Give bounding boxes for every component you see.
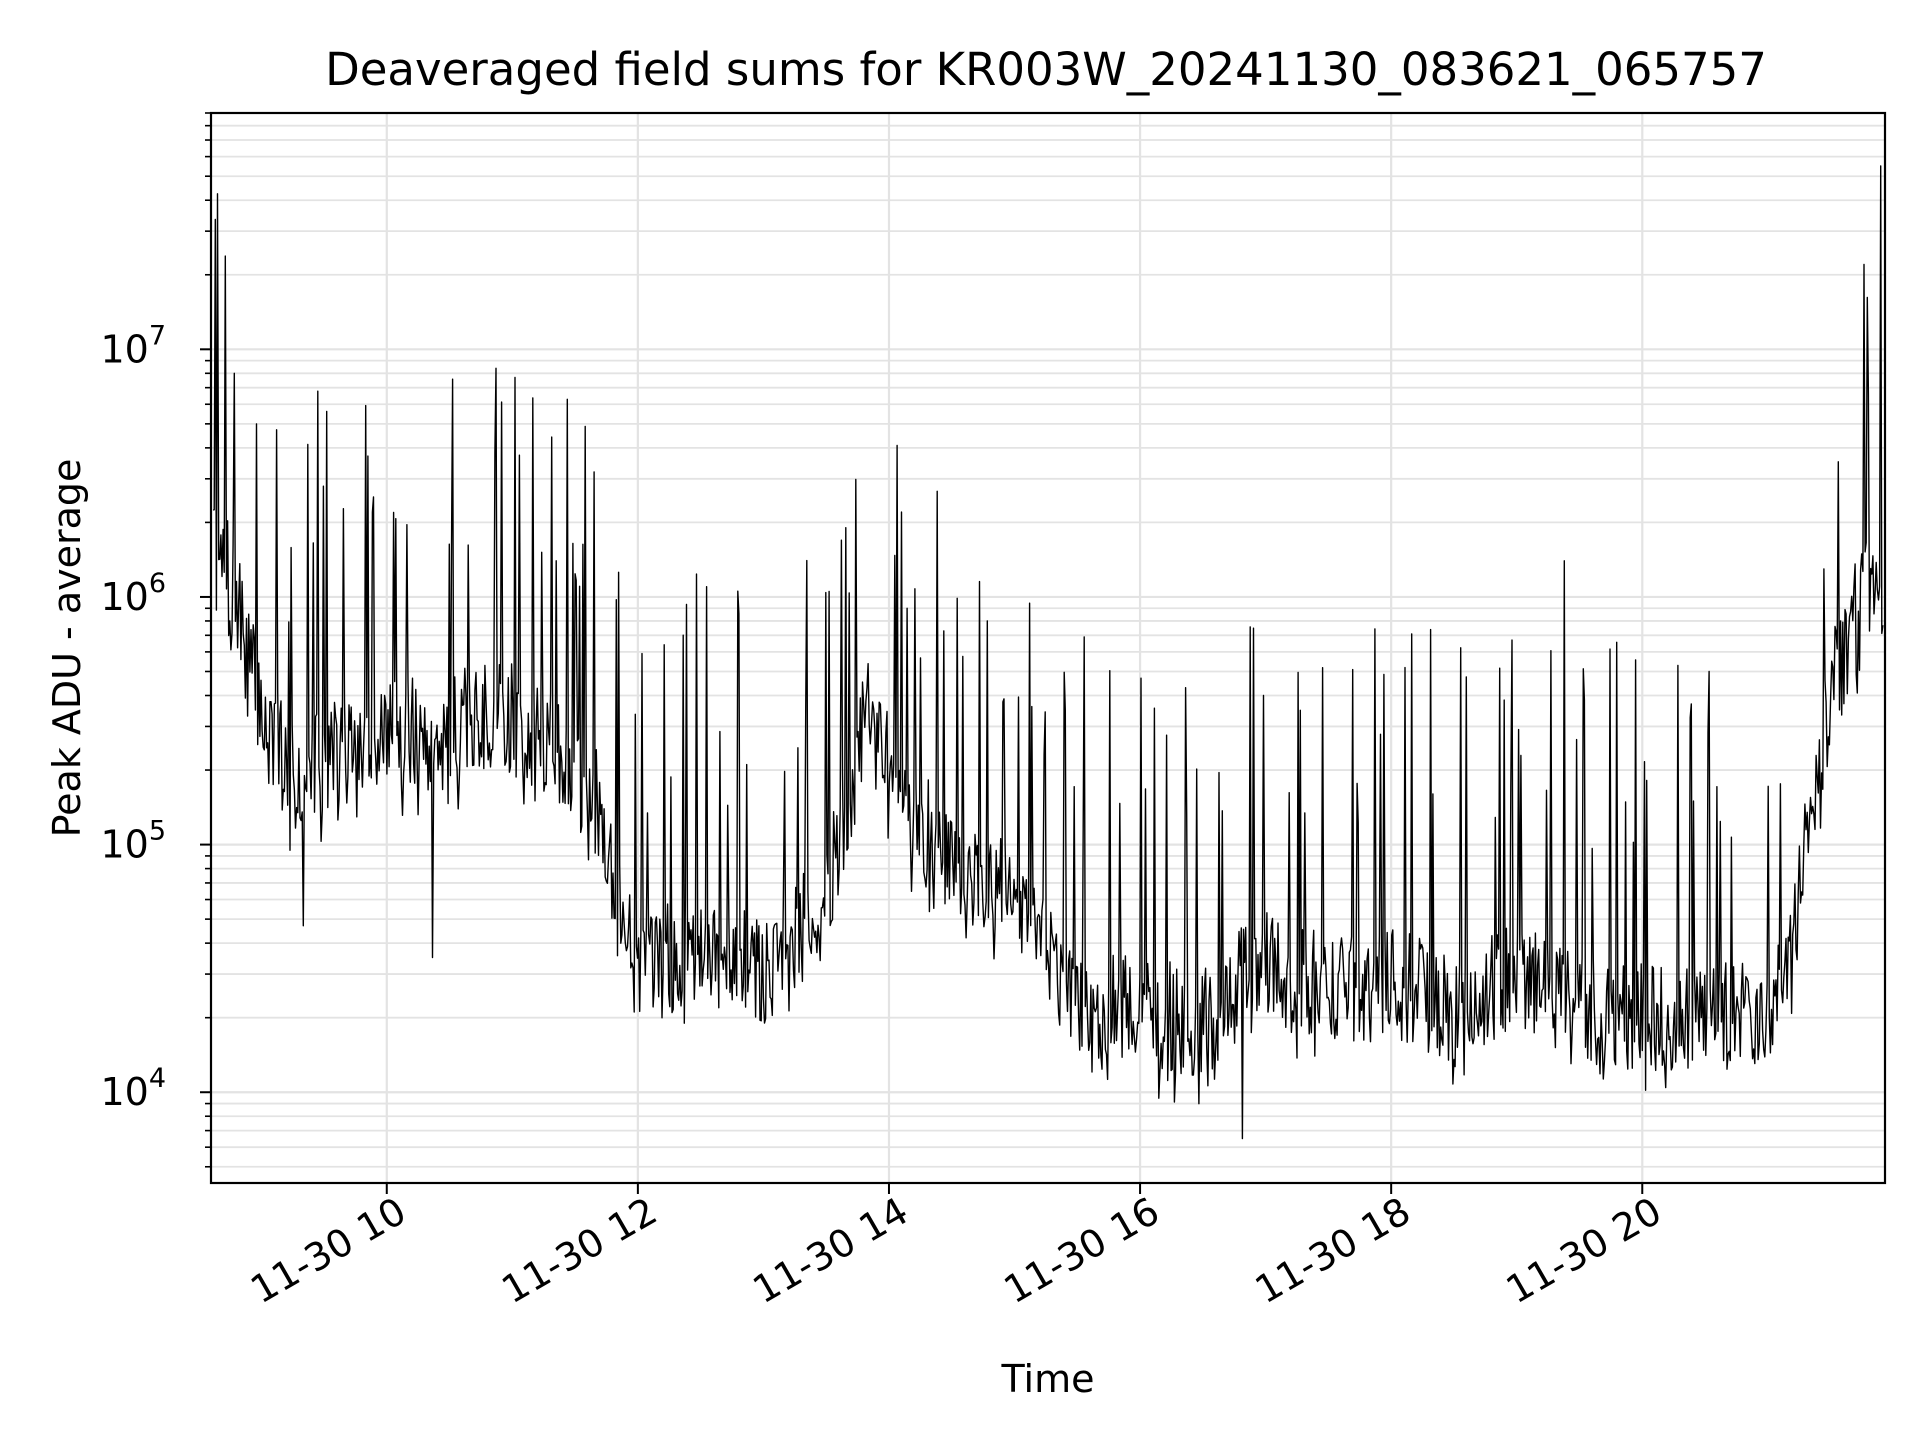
series-line xyxy=(213,165,1884,1140)
chart-title: Deaveraged field sums for KR003W_2024113… xyxy=(325,43,1767,96)
x-axis-label: Time xyxy=(1001,1357,1095,1401)
y-axis: 104 105 106 107 xyxy=(100,112,211,1168)
grid xyxy=(211,112,1885,1183)
y-axis-label: Peak ADU - average xyxy=(45,459,89,838)
y-tick-label: 105 xyxy=(100,816,166,867)
y-tick-label: 104 xyxy=(100,1063,166,1114)
y-tick-label: 106 xyxy=(100,568,166,619)
plot-frame xyxy=(209,111,1887,1185)
y-tick-label: 107 xyxy=(100,320,166,371)
series-path xyxy=(213,165,1884,1140)
